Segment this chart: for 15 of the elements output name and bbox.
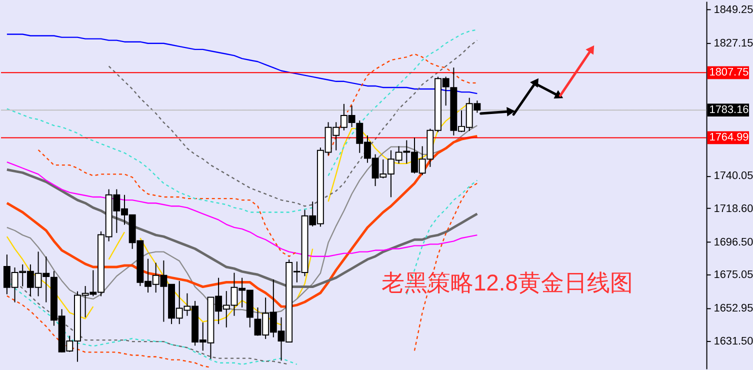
line-series <box>6 34 478 94</box>
y-tick-label: 1740.05 <box>714 170 753 182</box>
line-series <box>108 40 478 207</box>
ref-line-label: 1764.99 <box>709 132 749 144</box>
y-tick-label: 1675.05 <box>714 269 753 282</box>
line-series <box>6 161 478 257</box>
y-tick-label: 1827.15 <box>714 38 753 50</box>
ref-line-label: 1807.75 <box>709 66 749 79</box>
y-tick-label: 1696.50 <box>714 236 753 248</box>
y-tick-label: 1849.25 <box>714 4 753 16</box>
y-tick-label: 1652.95 <box>714 302 753 315</box>
text: 老黑策略12.8黄金日线图 <box>381 269 633 296</box>
y-tick-label: 1631.50 <box>714 335 753 348</box>
y-tick-label: 1718.60 <box>714 202 753 215</box>
ref-line-label: 1783.16 <box>709 104 749 116</box>
